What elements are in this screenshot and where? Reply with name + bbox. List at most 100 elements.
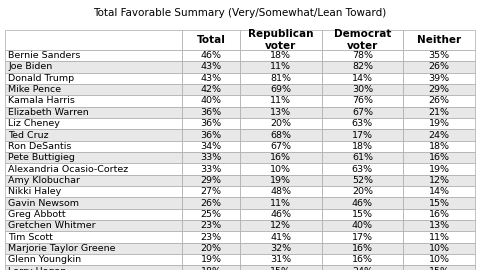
Text: Greg Abbott: Greg Abbott [8, 210, 66, 219]
Text: 24%: 24% [352, 266, 373, 270]
Text: 11%: 11% [429, 232, 450, 242]
Text: Marjorie Taylor Greene: Marjorie Taylor Greene [8, 244, 116, 253]
Text: 18%: 18% [429, 142, 450, 151]
Text: 42%: 42% [201, 85, 222, 94]
Text: Gavin Newsom: Gavin Newsom [8, 198, 79, 208]
Text: 12%: 12% [270, 221, 291, 230]
Text: 81%: 81% [270, 74, 291, 83]
Text: Tim Scott: Tim Scott [8, 232, 53, 242]
Text: 14%: 14% [429, 187, 450, 196]
Text: 13%: 13% [429, 221, 450, 230]
Text: 27%: 27% [201, 187, 222, 196]
Text: 16%: 16% [352, 255, 373, 264]
Text: 48%: 48% [270, 187, 291, 196]
Text: 69%: 69% [270, 85, 291, 94]
Text: 19%: 19% [270, 176, 291, 185]
Text: Liz Cheney: Liz Cheney [8, 119, 60, 128]
Text: 26%: 26% [429, 96, 450, 106]
Text: 36%: 36% [201, 108, 222, 117]
Text: Bernie Sanders: Bernie Sanders [8, 51, 81, 60]
Text: 19%: 19% [429, 164, 450, 174]
Text: Ron DeSantis: Ron DeSantis [8, 142, 72, 151]
Text: Larry Hogan: Larry Hogan [8, 266, 66, 270]
Text: Alexandria Ocasio-Cortez: Alexandria Ocasio-Cortez [8, 164, 129, 174]
Text: 10%: 10% [270, 164, 291, 174]
Text: 33%: 33% [201, 153, 222, 162]
Text: 11%: 11% [270, 96, 291, 106]
Text: 36%: 36% [201, 119, 222, 128]
Text: 68%: 68% [270, 130, 291, 140]
Text: 67%: 67% [270, 142, 291, 151]
Text: 10%: 10% [429, 244, 450, 253]
Text: 29%: 29% [429, 85, 450, 94]
Text: 15%: 15% [429, 198, 450, 208]
Text: 43%: 43% [201, 74, 222, 83]
Text: 11%: 11% [270, 198, 291, 208]
Text: Kamala Harris: Kamala Harris [8, 96, 75, 106]
Text: Joe Biden: Joe Biden [8, 62, 52, 72]
Text: 63%: 63% [352, 119, 373, 128]
Text: 19%: 19% [201, 255, 222, 264]
Text: 11%: 11% [270, 62, 291, 72]
Text: 26%: 26% [201, 198, 222, 208]
Text: 67%: 67% [352, 108, 373, 117]
Text: 46%: 46% [352, 198, 373, 208]
Text: Elizabeth Warren: Elizabeth Warren [8, 108, 89, 117]
Text: Nikki Haley: Nikki Haley [8, 187, 61, 196]
Text: 17%: 17% [352, 232, 373, 242]
Text: 23%: 23% [201, 232, 222, 242]
Text: Donald Trump: Donald Trump [8, 74, 74, 83]
Text: Total Favorable Summary (Very/Somewhat/Lean Toward): Total Favorable Summary (Very/Somewhat/L… [94, 8, 386, 18]
Text: Democrat
voter: Democrat voter [334, 29, 391, 51]
Text: 36%: 36% [201, 130, 222, 140]
Text: 15%: 15% [270, 266, 291, 270]
Text: 40%: 40% [352, 221, 373, 230]
Text: 43%: 43% [201, 62, 222, 72]
Text: 78%: 78% [352, 51, 373, 60]
Text: 15%: 15% [429, 266, 450, 270]
Text: 15%: 15% [352, 210, 373, 219]
Text: 25%: 25% [201, 210, 222, 219]
Text: 10%: 10% [429, 255, 450, 264]
Text: 39%: 39% [429, 74, 450, 83]
Text: 41%: 41% [270, 232, 291, 242]
Text: 40%: 40% [201, 96, 222, 106]
Text: 82%: 82% [352, 62, 373, 72]
Text: Amy Klobuchar: Amy Klobuchar [8, 176, 80, 185]
Text: Neither: Neither [417, 35, 461, 45]
Text: 26%: 26% [429, 62, 450, 72]
Text: 18%: 18% [352, 142, 373, 151]
Text: 17%: 17% [352, 130, 373, 140]
Text: Ted Cruz: Ted Cruz [8, 130, 49, 140]
Text: 13%: 13% [270, 108, 291, 117]
Text: 12%: 12% [429, 176, 450, 185]
Text: 20%: 20% [201, 244, 222, 253]
Text: 34%: 34% [201, 142, 222, 151]
Text: 32%: 32% [270, 244, 291, 253]
Text: 76%: 76% [352, 96, 373, 106]
Text: 46%: 46% [201, 51, 222, 60]
Text: 18%: 18% [270, 51, 291, 60]
Text: Republican
voter: Republican voter [248, 29, 313, 51]
Text: 61%: 61% [352, 153, 373, 162]
Text: 20%: 20% [270, 119, 291, 128]
Text: 30%: 30% [352, 85, 373, 94]
Text: 52%: 52% [352, 176, 373, 185]
Text: Gretchen Whitmer: Gretchen Whitmer [8, 221, 96, 230]
Text: 63%: 63% [352, 164, 373, 174]
Text: 31%: 31% [270, 255, 291, 264]
Text: 29%: 29% [201, 176, 222, 185]
Text: 16%: 16% [429, 210, 450, 219]
Text: 33%: 33% [201, 164, 222, 174]
Text: 35%: 35% [429, 51, 450, 60]
Text: 20%: 20% [352, 187, 373, 196]
Text: 46%: 46% [270, 210, 291, 219]
Text: 16%: 16% [352, 244, 373, 253]
Text: 19%: 19% [429, 119, 450, 128]
Text: 21%: 21% [429, 108, 450, 117]
Text: Mike Pence: Mike Pence [8, 85, 61, 94]
Text: 24%: 24% [429, 130, 450, 140]
Text: 18%: 18% [201, 266, 222, 270]
Text: 16%: 16% [270, 153, 291, 162]
Text: Total: Total [197, 35, 226, 45]
